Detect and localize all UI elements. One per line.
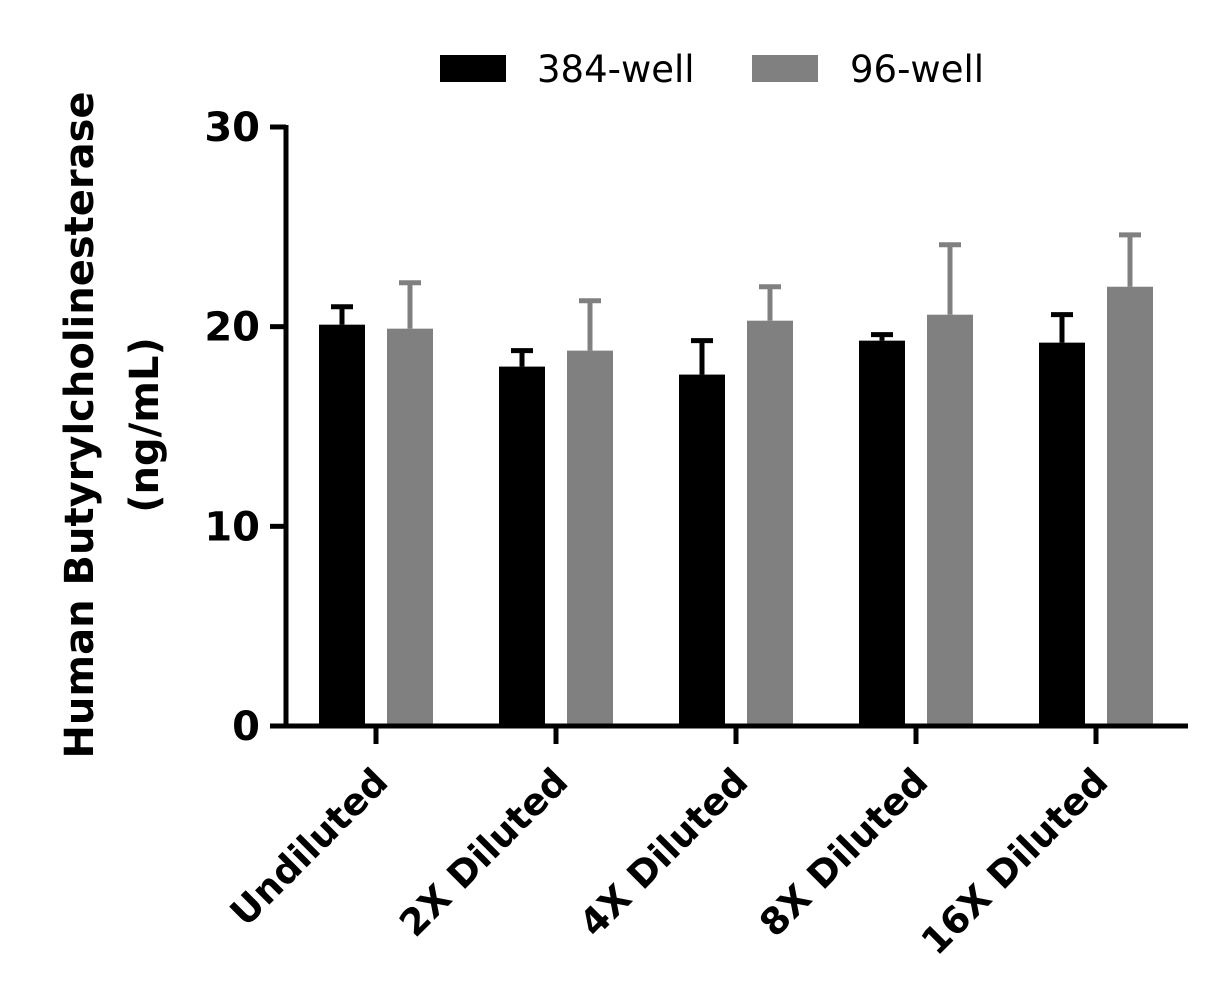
x-tick-label: 16X Diluted <box>913 760 1116 963</box>
legend: 384-well 96-well <box>440 48 984 91</box>
bars <box>319 286 1153 726</box>
bar <box>927 314 973 726</box>
y-axis-title-line2: (ng/mL) <box>122 337 168 512</box>
y-tick-label: 20 <box>204 305 260 351</box>
y-tick-label: 0 <box>232 704 260 750</box>
error-bars <box>331 232 1141 375</box>
bar <box>747 320 793 726</box>
bar <box>567 350 613 726</box>
x-tick-label: 4X Diluted <box>571 760 756 945</box>
legend-swatch <box>440 55 506 82</box>
x-tick-label: 8X Diluted <box>751 760 936 945</box>
y-tick-label: 30 <box>204 105 260 151</box>
x-tick-label: 2X Diluted <box>391 760 576 945</box>
bar <box>1107 286 1153 726</box>
legend-swatch <box>752 55 818 82</box>
bar <box>387 328 433 726</box>
bar <box>319 324 365 726</box>
legend-label: 384-well <box>537 48 695 91</box>
bar <box>679 374 725 726</box>
x-tick-label: Undiluted <box>222 760 397 935</box>
bar <box>499 366 545 726</box>
y-tick-label: 10 <box>204 504 260 550</box>
y-ticks: 0 10 20 30 <box>204 105 286 750</box>
bar <box>1039 342 1085 726</box>
bar <box>859 340 905 726</box>
y-axis-title-line1: Human Butyrylcholinesterase <box>57 91 103 758</box>
y-axis-title: Human Butyrylcholinesterase (ng/mL) <box>57 91 168 758</box>
legend-label: 96-well <box>850 48 984 91</box>
